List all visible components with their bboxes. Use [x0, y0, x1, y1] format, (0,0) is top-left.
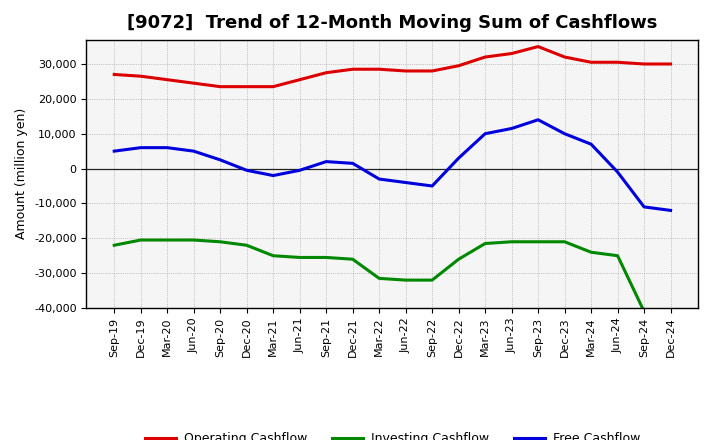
Legend: Operating Cashflow, Investing Cashflow, Free Cashflow: Operating Cashflow, Investing Cashflow, … — [140, 427, 645, 440]
Free Cashflow — [454, 155, 463, 161]
Title: [9072]  Trend of 12-Month Moving Sum of Cashflows: [9072] Trend of 12-Month Moving Sum of C… — [127, 15, 657, 33]
Operating Cashflow — [348, 66, 357, 72]
Free Cashflow — [587, 142, 595, 147]
Investing Cashflow — [401, 278, 410, 283]
Investing Cashflow — [163, 238, 171, 243]
Investing Cashflow — [481, 241, 490, 246]
Free Cashflow — [189, 149, 198, 154]
Free Cashflow — [508, 126, 516, 131]
Operating Cashflow — [534, 44, 542, 49]
Operating Cashflow — [587, 59, 595, 65]
Operating Cashflow — [110, 72, 119, 77]
Operating Cashflow — [666, 61, 675, 66]
Investing Cashflow — [613, 253, 622, 258]
Operating Cashflow — [613, 59, 622, 65]
Investing Cashflow — [560, 239, 569, 244]
Operating Cashflow — [560, 55, 569, 60]
Investing Cashflow — [216, 239, 225, 244]
Operating Cashflow — [269, 84, 277, 89]
Free Cashflow — [295, 168, 304, 173]
Free Cashflow — [136, 145, 145, 150]
Free Cashflow — [322, 159, 330, 164]
Operating Cashflow — [454, 63, 463, 68]
Investing Cashflow — [243, 242, 251, 248]
Free Cashflow — [666, 208, 675, 213]
Free Cashflow — [613, 169, 622, 175]
Investing Cashflow — [587, 249, 595, 255]
Operating Cashflow — [189, 81, 198, 86]
Operating Cashflow — [401, 68, 410, 73]
Operating Cashflow — [136, 73, 145, 79]
Operating Cashflow — [640, 61, 649, 66]
Investing Cashflow — [508, 239, 516, 244]
Operating Cashflow — [243, 84, 251, 89]
Operating Cashflow — [375, 66, 384, 72]
Investing Cashflow — [295, 255, 304, 260]
Free Cashflow — [110, 149, 119, 154]
Free Cashflow — [481, 131, 490, 136]
Free Cashflow — [243, 168, 251, 173]
Investing Cashflow — [110, 242, 119, 248]
Investing Cashflow — [375, 276, 384, 281]
Line: Investing Cashflow: Investing Cashflow — [114, 240, 670, 313]
Y-axis label: Amount (million yen): Amount (million yen) — [16, 108, 29, 239]
Investing Cashflow — [454, 257, 463, 262]
Investing Cashflow — [428, 278, 436, 283]
Free Cashflow — [428, 183, 436, 189]
Investing Cashflow — [136, 238, 145, 243]
Free Cashflow — [560, 131, 569, 136]
Operating Cashflow — [481, 55, 490, 60]
Free Cashflow — [163, 145, 171, 150]
Operating Cashflow — [295, 77, 304, 82]
Free Cashflow — [216, 157, 225, 162]
Free Cashflow — [375, 176, 384, 182]
Free Cashflow — [401, 180, 410, 185]
Operating Cashflow — [163, 77, 171, 82]
Free Cashflow — [534, 117, 542, 122]
Investing Cashflow — [269, 253, 277, 258]
Investing Cashflow — [189, 238, 198, 243]
Free Cashflow — [640, 204, 649, 209]
Investing Cashflow — [666, 311, 675, 316]
Operating Cashflow — [216, 84, 225, 89]
Investing Cashflow — [348, 257, 357, 262]
Operating Cashflow — [322, 70, 330, 75]
Line: Operating Cashflow: Operating Cashflow — [114, 47, 670, 87]
Line: Free Cashflow: Free Cashflow — [114, 120, 670, 210]
Free Cashflow — [269, 173, 277, 178]
Operating Cashflow — [508, 51, 516, 56]
Investing Cashflow — [534, 239, 542, 244]
Investing Cashflow — [322, 255, 330, 260]
Free Cashflow — [348, 161, 357, 166]
Operating Cashflow — [428, 68, 436, 73]
Investing Cashflow — [640, 309, 649, 314]
